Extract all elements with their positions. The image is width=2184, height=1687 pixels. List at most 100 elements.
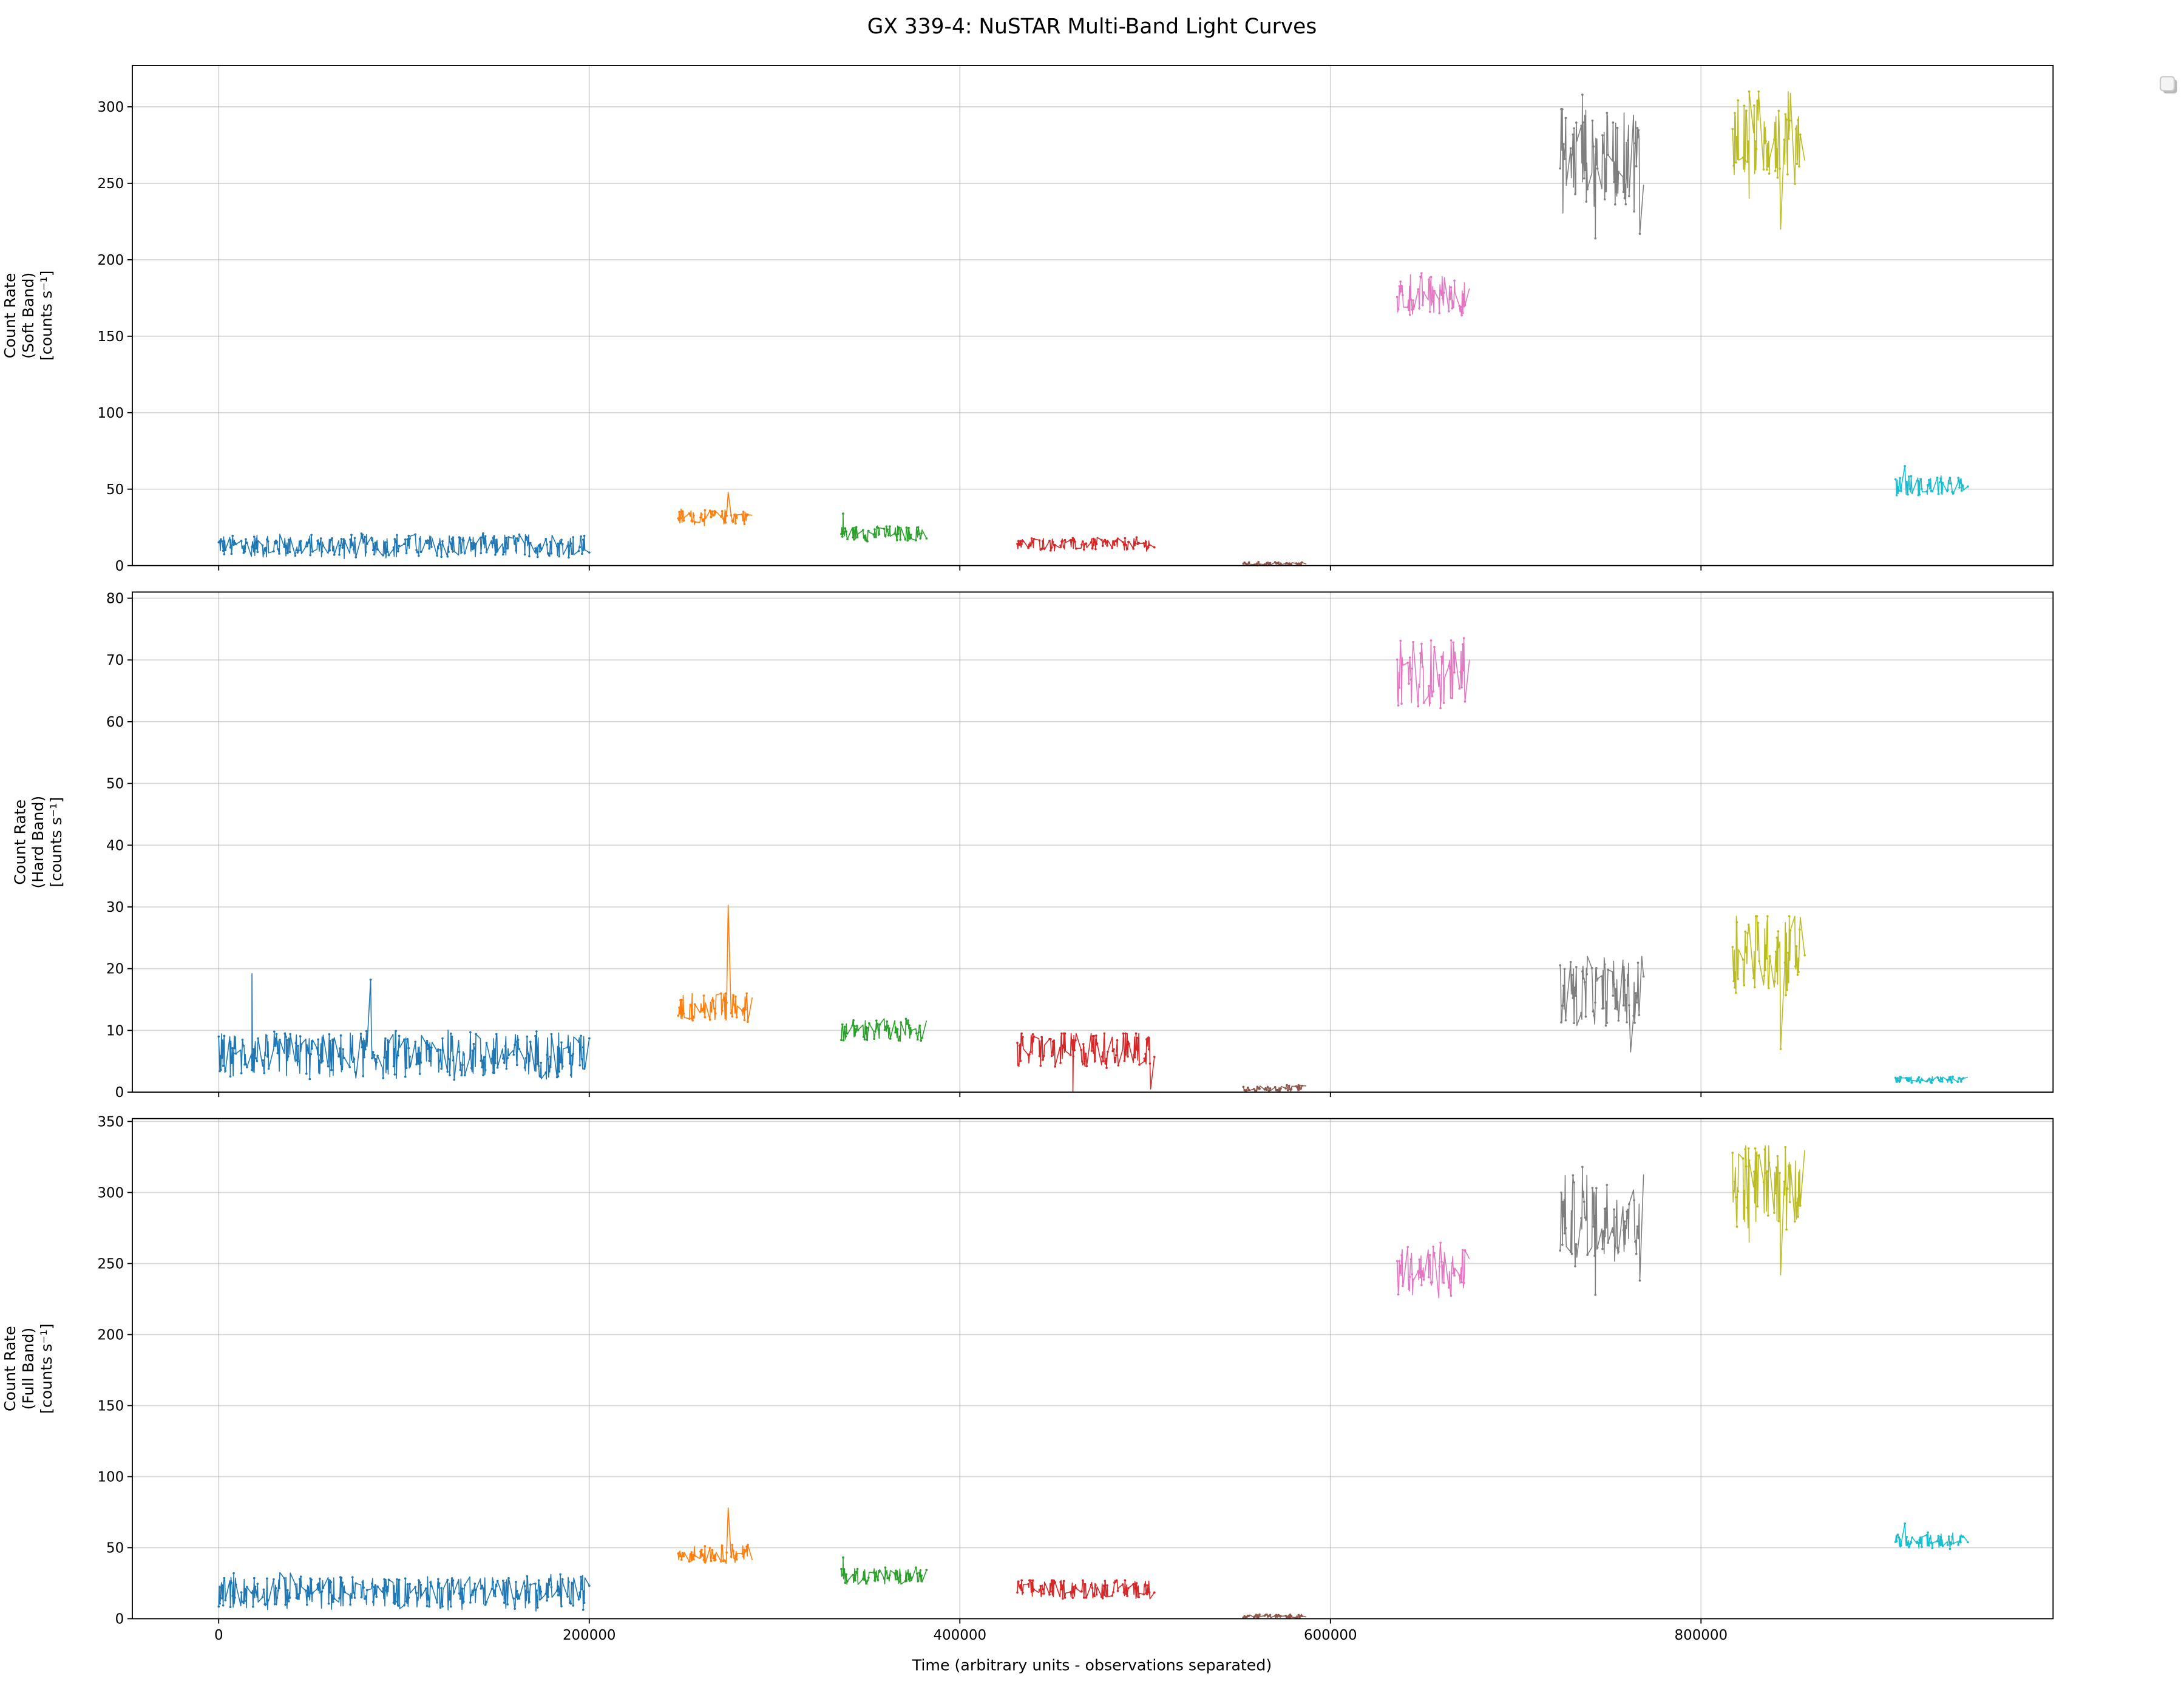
data-point: [330, 538, 333, 541]
data-point: [1562, 1215, 1565, 1218]
data-point: [1417, 1270, 1420, 1272]
data-point: [1050, 549, 1052, 552]
data-point: [1734, 1180, 1736, 1183]
data-point: [1928, 1544, 1930, 1547]
data-point: [1408, 308, 1410, 311]
data-point: [523, 1584, 526, 1587]
data-point: [1642, 975, 1645, 978]
data-point: [842, 1556, 844, 1559]
data-point: [731, 1015, 734, 1018]
data-point: [1280, 1087, 1282, 1090]
data-point: [350, 1596, 353, 1598]
data-point: [1094, 548, 1097, 551]
data-point: [217, 1035, 220, 1038]
data-point: [725, 1551, 728, 1554]
data-point: [473, 545, 476, 547]
data-point: [414, 1040, 417, 1044]
data-point: [393, 538, 396, 540]
data-point: [1126, 548, 1128, 551]
data-point: [841, 1023, 844, 1026]
data-point: [725, 1001, 728, 1004]
data-point: [693, 514, 695, 517]
data-point: [231, 1047, 234, 1050]
data-point: [224, 549, 227, 552]
data-point: [305, 1589, 307, 1592]
data-point: [547, 1057, 549, 1061]
data-point: [1928, 1537, 1931, 1539]
data-point: [429, 1581, 432, 1584]
data-point: [561, 1065, 564, 1068]
data-point: [1136, 1036, 1139, 1039]
data-point: [1069, 1054, 1072, 1056]
data-point: [245, 538, 247, 541]
y-tick-label: 70: [106, 653, 124, 668]
data-point: [426, 1039, 429, 1042]
data-point: [1095, 543, 1098, 545]
data-point: [1275, 1614, 1278, 1617]
data-point: [1460, 314, 1463, 317]
data-point: [351, 1576, 354, 1578]
data-point: [735, 517, 738, 519]
data-point: [1451, 697, 1454, 699]
data-point: [1927, 484, 1929, 486]
data-point: [283, 1577, 286, 1580]
data-point: [328, 1033, 331, 1036]
data-point: [1766, 1170, 1768, 1173]
data-point: [475, 1033, 477, 1036]
data-point: [495, 1033, 498, 1036]
data-point: [1584, 169, 1587, 172]
data-point: [679, 517, 682, 520]
data-point: [1624, 203, 1627, 206]
data-point: [1117, 1064, 1120, 1067]
data-point: [538, 1598, 541, 1601]
data-point: [534, 1034, 537, 1037]
data-point: [1635, 165, 1638, 168]
data-point: [1622, 1004, 1625, 1006]
data-point: [1402, 294, 1404, 296]
data-point: [1050, 1590, 1052, 1593]
data-point: [557, 542, 560, 545]
data-point: [481, 1586, 484, 1588]
data-point: [407, 1596, 410, 1599]
data-point: [732, 994, 734, 996]
data-point: [352, 1591, 355, 1594]
data-point: [734, 995, 737, 998]
data-point: [1059, 544, 1062, 547]
data-point: [1766, 915, 1769, 918]
data-point: [582, 538, 585, 541]
data-point: [217, 1605, 220, 1608]
y-tick-label: 80: [106, 591, 124, 607]
data-point: [429, 536, 432, 538]
data-point: [690, 1551, 693, 1553]
data-point: [1560, 1021, 1562, 1023]
data-point: [540, 547, 543, 550]
data-point: [1735, 921, 1738, 923]
data-point: [1959, 1078, 1961, 1080]
data-point: [504, 542, 507, 545]
data-point: [1132, 1583, 1134, 1586]
data-point: [387, 1578, 390, 1581]
data-point: [471, 1049, 474, 1052]
data-point: [1421, 1275, 1424, 1278]
data-point: [1075, 547, 1077, 550]
data-point: [1594, 1001, 1596, 1004]
data-point: [1257, 560, 1260, 563]
data-point: [1103, 1032, 1106, 1035]
data-point: [559, 541, 561, 545]
data-point: [470, 1067, 473, 1070]
data-point: [480, 1587, 483, 1590]
data-point: [724, 521, 727, 524]
data-point: [1614, 203, 1616, 206]
data-point: [1266, 1088, 1268, 1091]
data-point: [568, 545, 571, 547]
data-point: [405, 552, 408, 555]
data-point: [1102, 1060, 1105, 1062]
data-point: [875, 1571, 877, 1574]
data-point: [1396, 658, 1399, 661]
data-point: [678, 1006, 680, 1009]
data-point: [581, 552, 583, 555]
data-point: [702, 1558, 705, 1561]
data-point: [1441, 656, 1444, 659]
data-point: [906, 1572, 909, 1575]
data-point: [1936, 1540, 1939, 1543]
